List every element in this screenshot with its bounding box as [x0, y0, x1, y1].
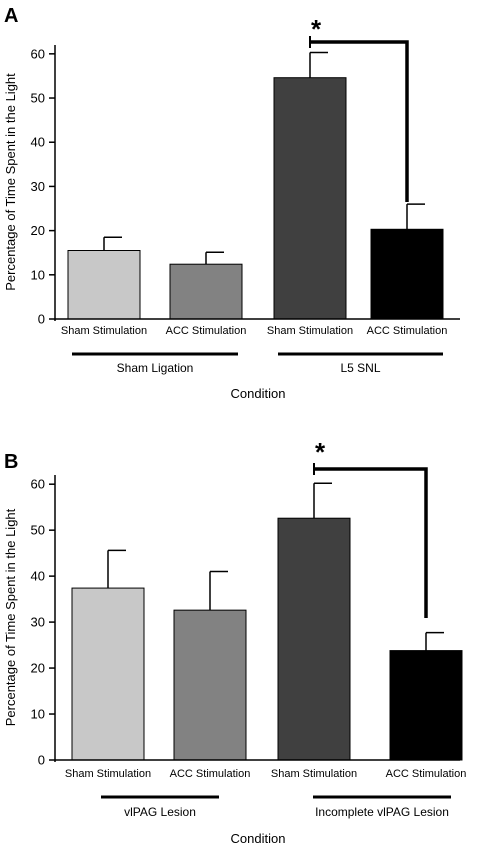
panel-a-bar	[169, 263, 243, 320]
panel-a-y-tick-label: 50	[31, 91, 45, 106]
panel-a-group-label: L5 SNL	[340, 361, 380, 375]
panel-b-category-label: ACC Stimulation	[170, 768, 251, 780]
panel-b-y-tick-label: 30	[31, 615, 45, 630]
panel-b-group-label: Incomplete vlPAG Lesion	[315, 805, 449, 819]
panel-a-significance-bracket	[310, 40, 409, 202]
panel-b-bar	[173, 609, 247, 761]
panel-a-bar	[370, 228, 444, 320]
panel-b-y-tick-label: 60	[31, 477, 45, 492]
panel-b-category-label: ACC Stimulation	[386, 768, 467, 780]
panel-b-y-tick-label: 50	[31, 523, 45, 538]
panel-a-bar	[273, 77, 347, 320]
panel-b-x-axis-title: Condition	[231, 831, 286, 846]
panel-a-category-label: ACC Stimulation	[166, 325, 247, 337]
panel-a-letter: A	[4, 5, 18, 27]
panel-a-group-label: Sham Ligation	[117, 361, 194, 375]
panel-b-bar	[389, 650, 463, 761]
panel-a-category-label: ACC Stimulation	[367, 325, 448, 337]
panel-b-y-axis-title: Percentage of Time Spent in the Light	[3, 508, 18, 726]
panel-a-y-tick-label: 30	[31, 179, 45, 194]
panel-a-category-label: Sham Stimulation	[267, 325, 353, 337]
panel-b-category-label: Sham Stimulation	[271, 768, 357, 780]
panel-a-y-tick-label: 10	[31, 267, 45, 282]
panel-a-y-tick-label: 40	[31, 135, 45, 150]
panel-a-y-tick-label: 0	[38, 312, 45, 327]
panel-b-y-tick-label: 20	[31, 661, 45, 676]
panel-a-x-axis-title: Condition	[231, 386, 286, 401]
panel-b-category-label: Sham Stimulation	[65, 768, 151, 780]
panel-a-y-axis-title: Percentage of Time Spent in the Light	[3, 73, 18, 291]
panel-b-y-tick-label: 40	[31, 569, 45, 584]
panel-b-letter: B	[4, 451, 18, 473]
panel-b-y-tick-label: 10	[31, 707, 45, 722]
panel-b-y-tick-label: 0	[38, 753, 45, 768]
panel-a-significance-star: *	[311, 14, 322, 44]
panel-b-significance-star: *	[315, 437, 326, 467]
panel-a-category-label: Sham Stimulation	[61, 325, 147, 337]
panel-a-y-tick-label: 20	[31, 223, 45, 238]
panel-b-bar	[277, 517, 351, 761]
panel-a-y-tick-label: 60	[31, 46, 45, 61]
panel-b-bar	[71, 587, 145, 761]
panel-b-significance-bracket	[314, 467, 428, 618]
panel-a-bar	[67, 250, 141, 320]
panel-b-group-label: vlPAG Lesion	[124, 805, 196, 819]
